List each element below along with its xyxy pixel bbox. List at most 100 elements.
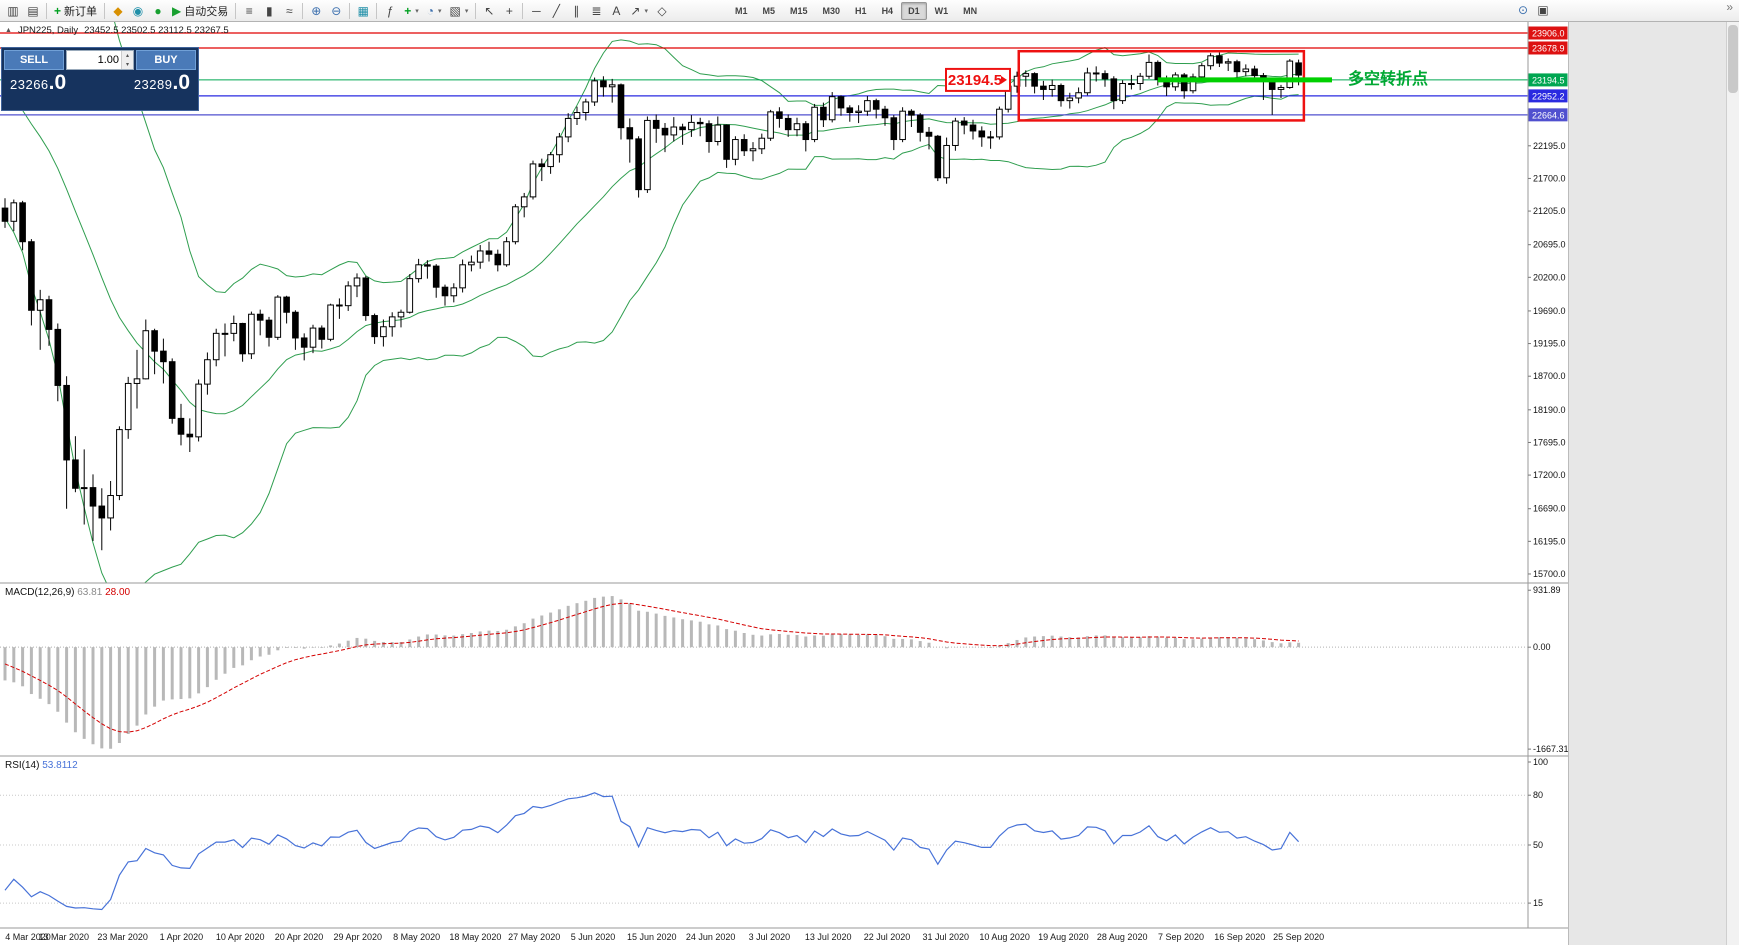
- svg-text:23678.9: 23678.9: [1532, 43, 1565, 53]
- new-chart-icon: ▥: [7, 3, 19, 18]
- fibonacci-tool-button[interactable]: ≣: [586, 2, 606, 20]
- chevron-down-icon: ▾: [438, 7, 442, 15]
- svg-text:50: 50: [1533, 840, 1543, 850]
- svg-text:16690.0: 16690.0: [1533, 504, 1566, 514]
- svg-text:23 Mar 2020: 23 Mar 2020: [97, 932, 148, 942]
- profiles-button[interactable]: ▤: [23, 2, 43, 20]
- svg-text:29 Apr 2020: 29 Apr 2020: [334, 932, 383, 942]
- svg-text:100: 100: [1533, 757, 1548, 767]
- market-button[interactable]: ◉: [128, 2, 148, 20]
- timeframe-m15[interactable]: M15: [790, 5, 808, 16]
- arrow-tool-button[interactable]: ↗ ▾: [626, 2, 652, 20]
- channel-tool-button[interactable]: ∥: [566, 2, 586, 20]
- chevron-down-icon: ▾: [644, 7, 648, 15]
- signals-button[interactable]: ●: [148, 2, 168, 20]
- toolbar-separator: [522, 2, 524, 19]
- svg-text:24 Jun 2020: 24 Jun 2020: [686, 932, 736, 942]
- svg-text:5 Jun 2020: 5 Jun 2020: [571, 932, 616, 942]
- buy-button[interactable]: BUY: [136, 50, 196, 70]
- new-order-button[interactable]: + 新订单: [50, 2, 101, 20]
- price-tag-annotation[interactable]: 23194.5: [945, 67, 1011, 92]
- svg-text:22 Jul 2020: 22 Jul 2020: [864, 932, 911, 942]
- market-icon: ◉: [132, 3, 144, 18]
- periods-button[interactable]: ◔ ▾: [423, 2, 446, 20]
- svg-text:18 May 2020: 18 May 2020: [449, 932, 501, 942]
- timeframe-m5[interactable]: M5: [762, 5, 776, 16]
- spinner-up-icon[interactable]: ▴: [122, 51, 133, 60]
- chevron-down-icon: ▾: [464, 7, 469, 15]
- toolbar-overflow-button[interactable]: »: [1726, 1, 1733, 13]
- hline-tool-button[interactable]: ─: [526, 2, 546, 20]
- toolbar-separator: [46, 2, 47, 19]
- crosshair-icon: +: [505, 3, 513, 18]
- zoom-out-icon: ⊖: [331, 3, 342, 18]
- overflow-icon: »: [1726, 0, 1733, 14]
- toolbar-separator: [475, 2, 477, 19]
- add-indicator-button[interactable]: + ▾: [400, 2, 423, 20]
- data-window-button[interactable]: ▣: [1533, 1, 1553, 19]
- timeframe-w1[interactable]: W1: [934, 5, 949, 16]
- timeframe-h1[interactable]: H1: [855, 5, 867, 16]
- volume-input[interactable]: [67, 51, 121, 69]
- annotation-note-text[interactable]: 多空转折点: [1348, 69, 1428, 88]
- tile-windows-icon: ▦: [357, 3, 369, 18]
- bar-chart-mode-button[interactable]: ≡: [239, 2, 259, 20]
- svg-text:10 Apr 2020: 10 Apr 2020: [216, 932, 265, 942]
- timeframe-mn[interactable]: MN: [963, 5, 978, 16]
- trendline-tool-button[interactable]: ╱: [546, 2, 566, 20]
- sell-button[interactable]: SELL: [4, 50, 64, 70]
- svg-text:13 Mar 2020: 13 Mar 2020: [39, 932, 90, 942]
- crosshair-button[interactable]: +: [499, 2, 519, 20]
- text-tool-button[interactable]: A: [606, 2, 626, 20]
- zoom-out-button[interactable]: ⊖: [326, 2, 346, 20]
- new-order-icon: +: [54, 3, 62, 18]
- autotrading-icon: ▶: [172, 3, 182, 18]
- volume-spinner: ▴ ▾: [121, 51, 133, 69]
- autotrading-button[interactable]: ▶ 自动交易: [168, 2, 232, 20]
- svg-text:10 Aug 2020: 10 Aug 2020: [979, 932, 1030, 942]
- svg-text:20695.0: 20695.0: [1533, 240, 1566, 250]
- shapes-tool-button[interactable]: ◇: [652, 2, 672, 20]
- tile-windows-button[interactable]: ▦: [353, 2, 373, 20]
- indicators-button[interactable]: ƒ: [380, 2, 400, 20]
- scrollbar-thumb[interactable]: [1728, 25, 1738, 93]
- rsi-pane-label: RSI(14) 53.8112: [5, 760, 78, 771]
- svg-text:23194.5: 23194.5: [1532, 75, 1565, 85]
- timeframe-h4[interactable]: H4: [881, 5, 894, 16]
- templates-button[interactable]: ▧ ▾: [446, 2, 473, 20]
- svg-text:18700.0: 18700.0: [1533, 371, 1566, 381]
- zoom-in-button[interactable]: ⊕: [306, 2, 326, 20]
- cursor-icon: ↖: [484, 3, 495, 18]
- price-chart-canvas[interactable]: 23194.5 多空转折点 22195.0 21700.0 21205.0 20695.0…: [0, 22, 1568, 945]
- horizontal-line-icon: ─: [532, 3, 541, 18]
- line-chart-mode-button[interactable]: ≈: [279, 2, 299, 20]
- symbol-marker-icon: ▲: [5, 27, 12, 34]
- one-click-trading-panel: SELL ▴ ▾ BUY 23266.0 23289.0: [1, 47, 199, 111]
- horizontal-level-lines[interactable]: [0, 32, 1528, 116]
- metaeditor-button[interactable]: ◆: [108, 2, 128, 20]
- zoom-in-icon: ⊕: [311, 3, 322, 18]
- timeframe-m1[interactable]: M1: [734, 5, 748, 16]
- candle-chart-mode-button[interactable]: ▮: [259, 2, 279, 20]
- svg-text:18190.0: 18190.0: [1533, 405, 1566, 415]
- svg-text:22664.6: 22664.6: [1532, 110, 1565, 120]
- cursor-button[interactable]: ↖: [479, 2, 499, 20]
- timeframe-d1[interactable]: D1: [901, 1, 927, 20]
- bar-chart-icon: ≡: [245, 3, 253, 18]
- line-chart-icon: ≈: [285, 3, 293, 18]
- new-chart-button[interactable]: ▥: [3, 2, 23, 20]
- price-axis[interactable]: 22195.0 21700.0 21205.0 20695.0 20200.0 19690…: [1528, 26, 1568, 909]
- timeframe-group: M1 M5 M15 M30 H1 H4 D1 W1 MN: [728, 1, 984, 20]
- search-button[interactable]: ⊙: [1513, 1, 1533, 19]
- volume-box: ▴ ▾: [66, 50, 134, 70]
- highlight-rectangle[interactable]: [1017, 49, 1306, 122]
- svg-text:17695.0: 17695.0: [1533, 437, 1566, 447]
- svg-text:15 Jun 2020: 15 Jun 2020: [627, 932, 677, 942]
- toolbar-right-group: ⊙ ▣: [1513, 1, 1553, 19]
- timeframe-m30[interactable]: M30: [822, 5, 841, 16]
- chart-header: ▲ JPN225, Daily 23452.5 23502.5 23112.5 …: [5, 25, 229, 36]
- spinner-down-icon[interactable]: ▾: [122, 60, 133, 69]
- arrow-tool-icon: ↗: [630, 3, 641, 18]
- vertical-scrollbar[interactable]: [1726, 22, 1739, 945]
